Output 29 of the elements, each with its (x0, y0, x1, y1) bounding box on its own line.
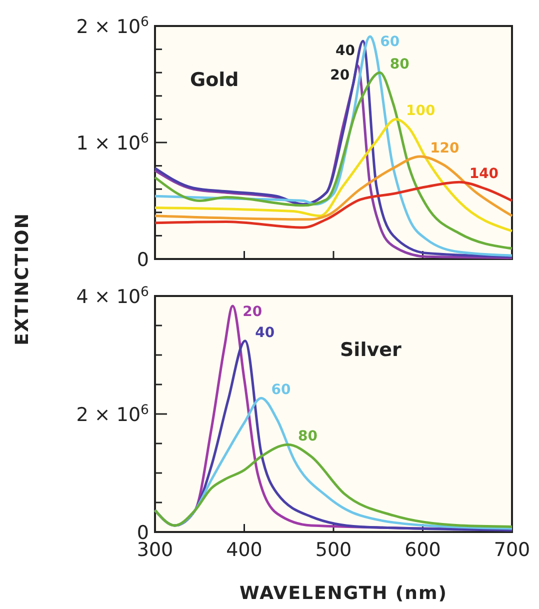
x-tick-label: 400 (226, 539, 262, 561)
series-label: 20 (242, 304, 262, 320)
x-tick-label: 300 (136, 539, 174, 561)
y-tick-label: 2 × 10$^{6}$ (76, 402, 149, 426)
y-tick-label: 0 (136, 249, 149, 271)
line-series (154, 118, 514, 232)
series-label: 20 (330, 68, 350, 84)
line-series (154, 155, 514, 221)
y-axis-title: EXTINCTION (12, 212, 33, 346)
series-label: 40 (255, 324, 275, 341)
x-tick-label: 700 (494, 539, 530, 561)
y-tick-label: 2 × 10$^{6}$ (76, 14, 149, 38)
series-label: 40 (335, 43, 356, 60)
x-axis-title: WAVELENGTH (nm) (240, 583, 448, 604)
x-tick-label: 500 (315, 539, 352, 561)
series-label: 100 (406, 103, 436, 120)
y-tick-label: 4 × 10$^{6}$ (76, 284, 149, 308)
annotation: Gold (190, 69, 239, 91)
y-tick-label: 1 × 10$^{6}$ (76, 131, 149, 154)
x-tick-label: 600 (404, 539, 441, 561)
series-label: 80 (298, 428, 318, 445)
series-label: 80 (390, 56, 410, 73)
series-label: 120 (430, 140, 460, 156)
series-label: 60 (271, 382, 291, 398)
line-series (154, 443, 514, 528)
annotation: Silver (340, 339, 402, 361)
line-series (154, 180, 514, 229)
series-label: 140 (469, 166, 499, 182)
series-label: 60 (380, 34, 400, 50)
